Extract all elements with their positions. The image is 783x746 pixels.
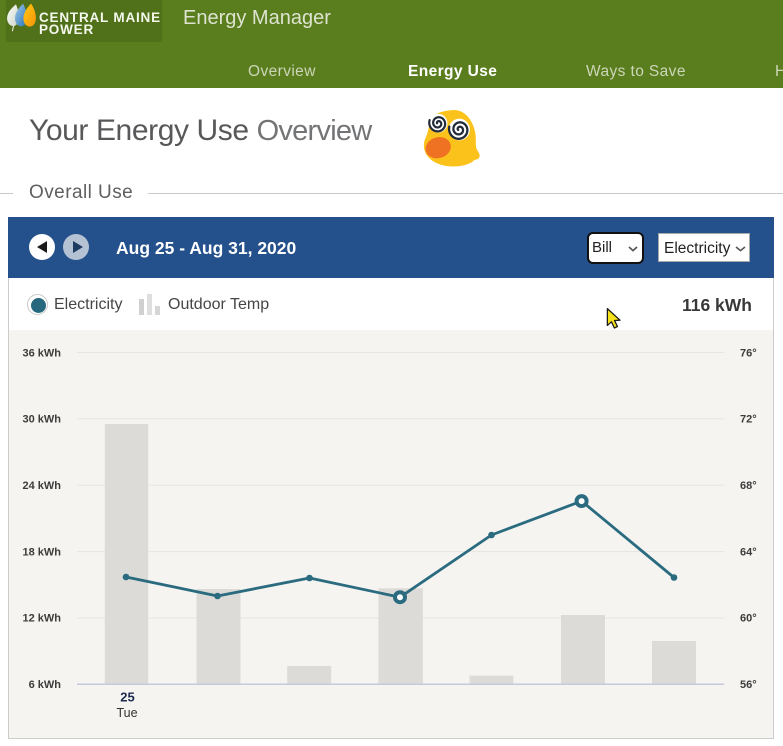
- svg-text:76°: 76°: [740, 347, 757, 359]
- svg-text:25: 25: [120, 690, 134, 705]
- svg-text:Tue: Tue: [116, 706, 137, 720]
- svg-text:12 kWh: 12 kWh: [22, 613, 61, 625]
- svg-text:24 kWh: 24 kWh: [22, 480, 61, 492]
- svg-text:30 kWh: 30 kWh: [22, 414, 61, 426]
- svg-text:72°: 72°: [740, 414, 757, 426]
- svg-text:36 kWh: 36 kWh: [22, 347, 61, 359]
- svg-text:64°: 64°: [740, 546, 757, 558]
- svg-text:6 kWh: 6 kWh: [29, 679, 62, 691]
- svg-text:68°: 68°: [740, 480, 757, 492]
- svg-text:56°: 56°: [740, 679, 757, 691]
- svg-text:60°: 60°: [740, 613, 757, 625]
- svg-text:18 kWh: 18 kWh: [22, 546, 61, 558]
